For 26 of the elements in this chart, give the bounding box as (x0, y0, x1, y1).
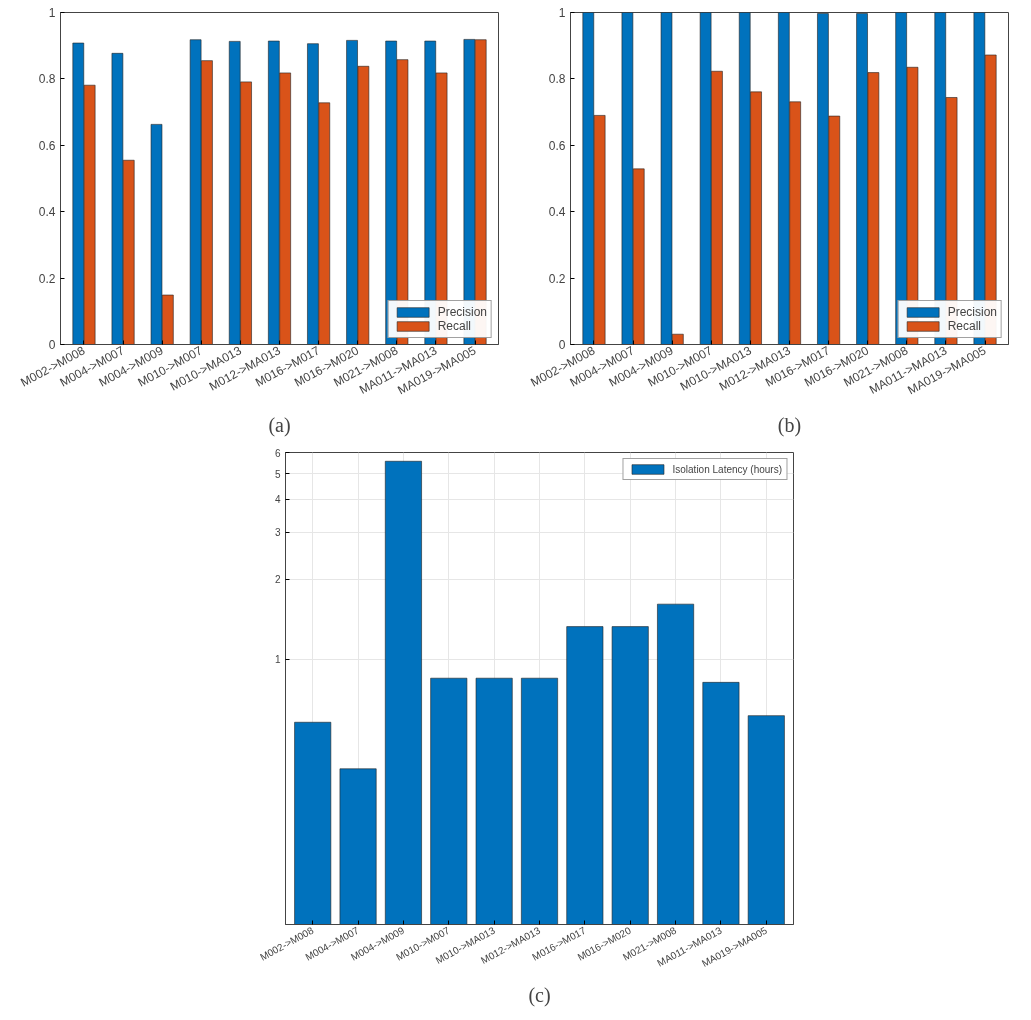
legend-label: Precision (437, 305, 487, 319)
y-tick-label: 1 (274, 654, 281, 666)
y-tick-label: 0.2 (548, 271, 566, 286)
y-tick-label: 0.2 (38, 271, 56, 286)
y-tick-label: 0.6 (548, 138, 566, 153)
legend-label: Precision (947, 305, 997, 319)
legend-label: Recall (437, 319, 471, 333)
y-tick-label: 1 (48, 6, 56, 20)
y-tick-label: 0 (48, 338, 56, 352)
y-tick-label: 4 (274, 494, 281, 506)
y-tick-label: 1 (558, 6, 566, 20)
y-tick-label: 6 (274, 447, 281, 459)
y-tick-label: 5 (274, 468, 281, 480)
legend-label: Isolation Latency (hours) (672, 463, 782, 475)
y-tick-label: 0.6 (38, 138, 56, 153)
y-tick-label: 0.8 (548, 72, 566, 87)
y-tick-label: 0.4 (548, 205, 566, 220)
y-tick-label: 0.4 (38, 205, 56, 220)
text: (a) (268, 413, 291, 437)
y-tick-label: 0 (558, 338, 566, 352)
y-tick-label: 3 (274, 527, 281, 539)
text: (c) (528, 983, 551, 1007)
text: (b) (777, 413, 802, 437)
legend-label: Recall (947, 319, 981, 333)
y-tick-label: 0.8 (38, 72, 56, 87)
y-tick-label: 2 (274, 574, 281, 586)
